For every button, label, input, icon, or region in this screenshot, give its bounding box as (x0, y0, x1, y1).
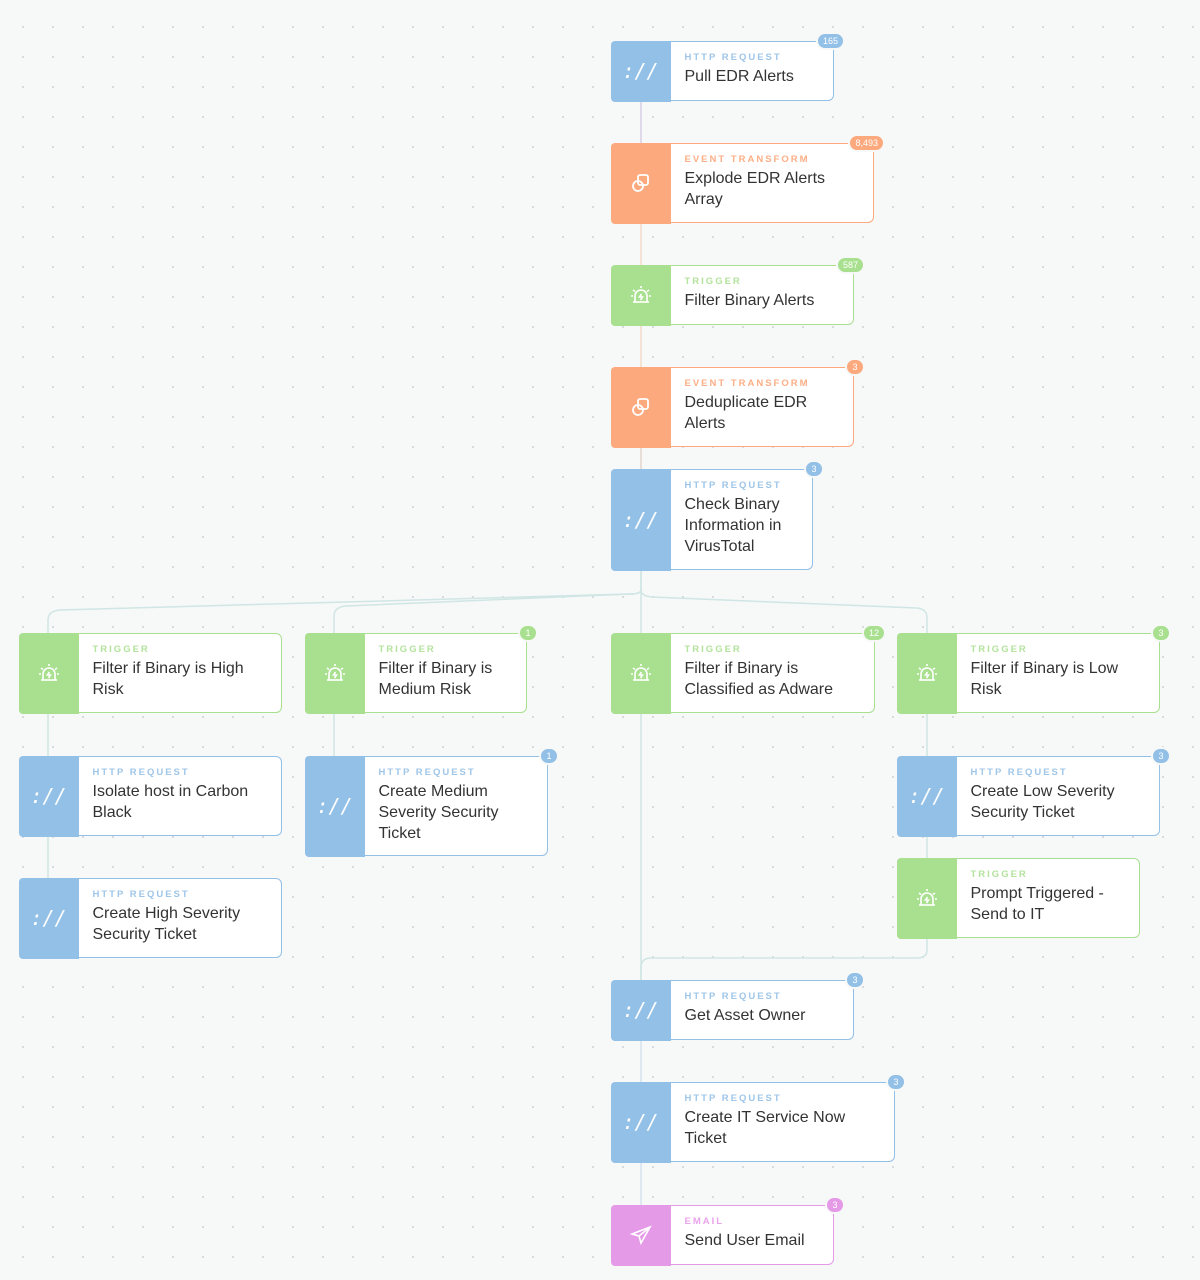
node-title: Explode EDR Alerts Array (684, 170, 826, 208)
node-title: Create IT Service Now Ticket (684, 1109, 846, 1147)
node-type-label: TRIGGER (378, 644, 436, 655)
action-node[interactable]: :// HTTP REQUEST Get Asset Owner 3 (610, 971, 865, 1041)
node-title: Prompt Triggered - Send to IT (970, 885, 1104, 923)
node-type-label: EVENT TRANSFORM (684, 154, 810, 165)
connector-line (640, 589, 928, 633)
url-scheme-icon: :// (610, 979, 671, 1041)
connector-line (640, 938, 928, 980)
node-title: Filter if Binary is Low Risk (970, 660, 1119, 698)
node-type-label: EMAIL (684, 1216, 725, 1227)
node-type-label: HTTP REQUEST (92, 767, 190, 778)
node-type-label: EVENT TRANSFORM (684, 378, 810, 389)
node-type-label: TRIGGER (684, 276, 742, 287)
url-scheme-icon: :// (18, 877, 79, 959)
node-title: Deduplicate EDR Alerts (684, 394, 808, 432)
action-node[interactable]: :// HTTP REQUEST Create IT Service Now T… (610, 1073, 906, 1163)
event-count-badge: 8,493 (848, 134, 885, 152)
paper-plane-icon (610, 1204, 671, 1266)
event-count-badge: 3 (825, 1196, 845, 1214)
url-scheme-icon: :// (610, 1081, 671, 1163)
url-scheme-icon: :// (896, 755, 957, 837)
node-title: Create Low Severity Security Ticket (970, 783, 1115, 821)
node-title: Filter if Binary is High Risk (92, 660, 244, 698)
node-type-label: HTTP REQUEST (684, 480, 782, 491)
event-count-badge: 3 (1151, 624, 1171, 642)
action-node[interactable]: TRIGGER Prompt Triggered - Send to IT (896, 857, 1140, 939)
action-node[interactable]: TRIGGER Filter Binary Alerts 587 (610, 256, 865, 326)
url-scheme-icon: :// (304, 755, 365, 857)
action-node[interactable]: TRIGGER Filter if Binary is Classified a… (610, 624, 886, 714)
event-count-badge: 3 (886, 1073, 906, 1091)
node-title: Check Binary Information in VirusTotal (684, 496, 782, 555)
action-node[interactable]: EVENT TRANSFORM Deduplicate EDR Alerts 3 (610, 358, 865, 448)
url-scheme-icon: :// (610, 40, 671, 102)
node-type-label: HTTP REQUEST (92, 889, 190, 900)
event-count-badge: 1 (518, 624, 538, 642)
node-type-label: TRIGGER (92, 644, 150, 655)
action-node[interactable]: TRIGGER Filter if Binary is Medium Risk 1 (304, 624, 538, 714)
node-type-label: TRIGGER (970, 869, 1028, 880)
alarm-siren-icon (896, 632, 957, 714)
event-count-badge: 3 (845, 971, 865, 989)
event-count-badge: 12 (861, 624, 886, 642)
event-count-badge: 3 (804, 460, 824, 478)
url-scheme-icon: :// (610, 468, 671, 571)
url-scheme-icon: :// (18, 755, 79, 837)
node-title: Pull EDR Alerts (684, 68, 794, 85)
action-node[interactable]: :// HTTP REQUEST Create High Severity Se… (18, 877, 282, 959)
action-node[interactable]: EVENT TRANSFORM Explode EDR Alerts Array… (610, 134, 885, 224)
event-count-badge: 3 (1151, 747, 1171, 765)
node-title: Create High Severity Security Ticket (92, 905, 241, 943)
action-node[interactable]: :// HTTP REQUEST Pull EDR Alerts 165 (610, 32, 845, 102)
node-type-label: HTTP REQUEST (684, 1093, 782, 1104)
transform-squares-icon (610, 142, 671, 224)
node-type-label: TRIGGER (970, 644, 1028, 655)
transform-squares-icon (610, 366, 671, 448)
node-title: Create Medium Severity Security Ticket (378, 783, 499, 842)
node-title: Filter if Binary is Classified as Adware (684, 660, 834, 698)
node-title: Get Asset Owner (684, 1007, 806, 1024)
action-node[interactable]: :// HTTP REQUEST Isolate host in Carbon … (18, 755, 282, 837)
node-type-label: HTTP REQUEST (970, 767, 1068, 778)
event-count-badge: 1 (539, 747, 559, 765)
node-title: Send User Email (684, 1232, 805, 1249)
alarm-siren-icon (610, 264, 671, 326)
action-node[interactable]: EMAIL Send User Email 3 (610, 1196, 845, 1266)
node-title: Isolate host in Carbon Black (92, 783, 249, 821)
alarm-siren-icon (304, 632, 365, 714)
node-title: Filter if Binary is Medium Risk (378, 660, 493, 698)
event-count-badge: 3 (845, 358, 865, 376)
action-node[interactable]: :// HTTP REQUEST Check Binary Informatio… (610, 460, 824, 571)
node-type-label: HTTP REQUEST (684, 991, 782, 1002)
node-type-label: TRIGGER (684, 644, 742, 655)
alarm-siren-icon (18, 632, 79, 714)
connector-line (333, 589, 642, 633)
node-type-label: HTTP REQUEST (684, 52, 782, 63)
action-node[interactable]: TRIGGER Filter if Binary is High Risk (18, 632, 282, 714)
action-node[interactable]: :// HTTP REQUEST Create Low Severity Sec… (896, 747, 1171, 837)
event-count-badge: 587 (835, 256, 865, 274)
event-count-badge: 165 (815, 32, 845, 50)
alarm-siren-icon (896, 857, 957, 939)
alarm-siren-icon (610, 632, 671, 714)
node-title: Filter Binary Alerts (684, 292, 815, 309)
action-node[interactable]: TRIGGER Filter if Binary is Low Risk 3 (896, 624, 1171, 714)
connector-line (47, 570, 642, 633)
action-node[interactable]: :// HTTP REQUEST Create Medium Severity … (304, 747, 559, 857)
node-type-label: HTTP REQUEST (378, 767, 476, 778)
